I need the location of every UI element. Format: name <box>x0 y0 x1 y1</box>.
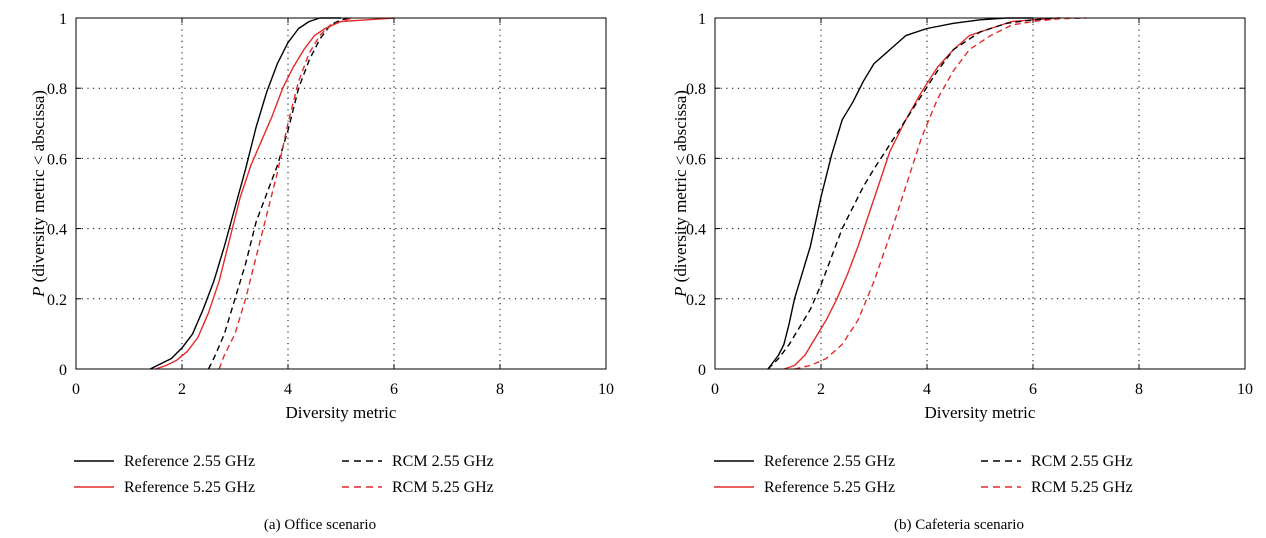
legend-label-4: RCM 5.25 GHz <box>1031 479 1133 496</box>
x-tick-label: 4 <box>923 381 931 398</box>
y-tick-label: 0 <box>698 362 706 379</box>
y-tick-label: 1 <box>698 11 706 28</box>
panel-caption: (a) Office scenario <box>264 517 376 533</box>
series-line-1 <box>149 17 341 370</box>
x-tick-label: 6 <box>390 381 398 398</box>
x-tick-label: 10 <box>598 381 614 398</box>
legend-label-2: Reference 5.25 GHz <box>764 479 895 496</box>
x-tick-label: 10 <box>1237 381 1253 398</box>
x-tick-label: 0 <box>711 381 719 398</box>
y-axis-label: P (diversity metric < abscissa) <box>671 90 690 298</box>
legend-label-4: RCM 5.25 GHz <box>392 479 494 496</box>
legend-label-3: RCM 2.55 GHz <box>392 453 494 470</box>
x-axis-label: Diversity metric <box>925 403 1036 422</box>
y-axis-label-italic: P <box>29 287 48 298</box>
y-tick-label: 0.2 <box>47 292 67 309</box>
series-line-4 <box>794 17 1087 370</box>
legend-label-1: Reference 2.55 GHz <box>124 453 255 470</box>
series-line-2 <box>783 17 1060 370</box>
y-tick-label: 0.4 <box>47 222 67 239</box>
plot-frame <box>714 17 1246 370</box>
x-axis-label: Diversity metric <box>286 403 397 422</box>
plot-frame <box>75 17 607 370</box>
series-line-1 <box>767 17 1033 370</box>
chart-panel-1: 0 2 4 6 8 10 0 0.2 0.4 0.6 0.8 1 Diversity metric P (… <box>29 11 614 533</box>
y-tick-label: 0.2 <box>686 292 706 309</box>
x-tick-label: 8 <box>1135 381 1143 398</box>
y-tick-label: 0.6 <box>686 151 706 168</box>
y-tick-label: 0.8 <box>686 81 706 98</box>
y-tick-label: 0.8 <box>47 81 67 98</box>
y-tick-label: 0.4 <box>686 222 706 239</box>
y-axis-label-rest: (diversity metric < abscissa) <box>671 90 690 287</box>
x-tick-label: 8 <box>496 381 504 398</box>
series-line-3 <box>767 17 1060 370</box>
y-axis-label-rest: (diversity metric < abscissa) <box>29 90 48 287</box>
y-tick-label: 1 <box>59 11 67 28</box>
legend-label-3: RCM 2.55 GHz <box>1031 453 1133 470</box>
x-tick-label: 2 <box>178 381 186 398</box>
x-tick-label: 0 <box>72 381 80 398</box>
legend-label-2: Reference 5.25 GHz <box>124 479 255 496</box>
x-tick-label: 6 <box>1029 381 1037 398</box>
legend-label-1: Reference 2.55 GHz <box>764 453 895 470</box>
series-line-2 <box>155 17 395 370</box>
x-tick-label: 2 <box>817 381 825 398</box>
series-line-4 <box>218 17 352 370</box>
x-tick-label: 4 <box>284 381 292 398</box>
y-axis-label: P (diversity metric < abscissa) <box>29 90 48 298</box>
chart-panel-2: 0 2 4 6 8 10 0 0.2 0.4 0.6 0.8 1 Diversity metric P (… <box>671 11 1253 533</box>
y-axis-label-italic: P <box>671 287 690 298</box>
y-tick-label: 0 <box>59 362 67 379</box>
y-tick-label: 0.6 <box>47 151 67 168</box>
series-line-3 <box>207 17 352 370</box>
panel-caption: (b) Cafeteria scenario <box>894 517 1024 533</box>
